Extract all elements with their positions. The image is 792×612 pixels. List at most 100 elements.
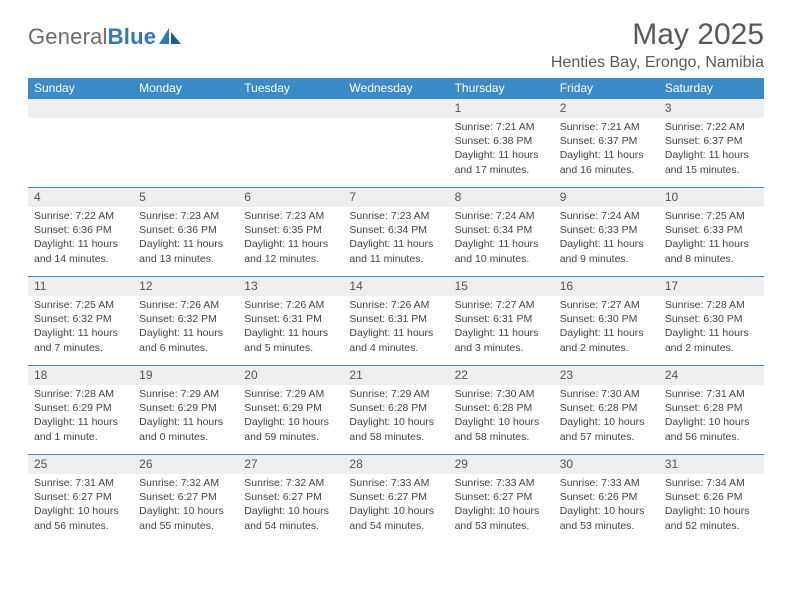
day-info: Sunrise: 7:30 AMSunset: 6:28 PMDaylight:…	[449, 385, 554, 448]
daylight-text: Daylight: 10 hours and 58 minutes.	[455, 415, 548, 443]
sunrise-text: Sunrise: 7:31 AM	[665, 387, 758, 401]
day-cell: 2Sunrise: 7:21 AMSunset: 6:37 PMDaylight…	[554, 99, 659, 187]
day-cell: 21Sunrise: 7:29 AMSunset: 6:28 PMDayligh…	[343, 366, 448, 454]
day-number	[343, 99, 448, 118]
day-cell: 8Sunrise: 7:24 AMSunset: 6:34 PMDaylight…	[449, 188, 554, 276]
sunset-text: Sunset: 6:32 PM	[139, 312, 232, 326]
sunrise-text: Sunrise: 7:30 AM	[455, 387, 548, 401]
day-cell: 16Sunrise: 7:27 AMSunset: 6:30 PMDayligh…	[554, 277, 659, 365]
sunset-text: Sunset: 6:26 PM	[665, 490, 758, 504]
day-number: 17	[659, 277, 764, 296]
day-cell: 19Sunrise: 7:29 AMSunset: 6:29 PMDayligh…	[133, 366, 238, 454]
daylight-text: Daylight: 11 hours and 13 minutes.	[139, 237, 232, 265]
daylight-text: Daylight: 11 hours and 9 minutes.	[560, 237, 653, 265]
calendar-table: Sunday Monday Tuesday Wednesday Thursday…	[28, 78, 764, 543]
day-cell: 3Sunrise: 7:22 AMSunset: 6:37 PMDaylight…	[659, 99, 764, 187]
location-text: Henties Bay, Erongo, Namibia	[551, 54, 764, 72]
sunset-text: Sunset: 6:28 PM	[349, 401, 442, 415]
sunrise-text: Sunrise: 7:22 AM	[665, 120, 758, 134]
daylight-text: Daylight: 11 hours and 11 minutes.	[349, 237, 442, 265]
day-info: Sunrise: 7:23 AMSunset: 6:34 PMDaylight:…	[343, 207, 448, 270]
daylight-text: Daylight: 11 hours and 14 minutes.	[34, 237, 127, 265]
sunset-text: Sunset: 6:28 PM	[455, 401, 548, 415]
day-cell: 11Sunrise: 7:25 AMSunset: 6:32 PMDayligh…	[28, 277, 133, 365]
day-cell: 15Sunrise: 7:27 AMSunset: 6:31 PMDayligh…	[449, 277, 554, 365]
day-number: 23	[554, 366, 659, 385]
sunset-text: Sunset: 6:27 PM	[34, 490, 127, 504]
day-cell: 13Sunrise: 7:26 AMSunset: 6:31 PMDayligh…	[238, 277, 343, 365]
day-cell: 30 Sunrise: 7:33 AMSunset: 6:26 PMDayligh…	[554, 455, 659, 543]
daylight-text: Daylight: 10 hours and 54 minutes.	[244, 504, 337, 532]
day-number: 30	[554, 455, 659, 474]
daylight-text: Daylight: 11 hours and 17 minutes.	[455, 148, 548, 176]
sunrise-text: Sunrise: 7:33 AM	[560, 476, 653, 490]
day-number: 29	[449, 455, 554, 474]
daylight-text: Daylight: 11 hours and 5 minutes.	[244, 326, 337, 354]
day-number: 7	[343, 188, 448, 207]
sunset-text: Sunset: 6:30 PM	[665, 312, 758, 326]
daylight-text: Daylight: 11 hours and 7 minutes.	[34, 326, 127, 354]
day-info: Sunrise: 7:31 AMSunset: 6:28 PMDaylight:…	[659, 385, 764, 448]
sunset-text: Sunset: 6:35 PM	[244, 223, 337, 237]
header: GeneralBlue May 2025 Henties Bay, Erongo…	[28, 18, 764, 72]
day-info: Sunrise: 7:33 AMSunset: 6:27 PMDaylight:…	[449, 474, 554, 537]
daylight-text: Daylight: 11 hours and 0 minutes.	[139, 415, 232, 443]
day-info: Sunrise: 7:28 AMSunset: 6:29 PMDaylight:…	[28, 385, 133, 448]
day-info: Sunrise: 7:29 AMSunset: 6:29 PMDaylight:…	[238, 385, 343, 448]
day-info: Sunrise: 7:25 AMSunset: 6:33 PMDaylight:…	[659, 207, 764, 270]
brand-part1: General	[28, 24, 108, 50]
day-info: Sunrise: 7:25 AMSunset: 6:32 PMDaylight:…	[28, 296, 133, 359]
day-number: 28	[343, 455, 448, 474]
day-info: Sunrise: 7:26 AMSunset: 6:32 PMDaylight:…	[133, 296, 238, 359]
daylight-text: Daylight: 10 hours and 56 minutes.	[665, 415, 758, 443]
day-number: 1	[449, 99, 554, 118]
day-number: 6	[238, 188, 343, 207]
weekday-tuesday: Tuesday	[238, 78, 343, 99]
brand-logo: GeneralBlue	[28, 18, 181, 50]
sunrise-text: Sunrise: 7:23 AM	[244, 209, 337, 223]
day-info: Sunrise: 7:23 AMSunset: 6:36 PMDaylight:…	[133, 207, 238, 270]
day-cell: 18Sunrise: 7:28 AMSunset: 6:29 PMDayligh…	[28, 366, 133, 454]
sunrise-text: Sunrise: 7:32 AM	[139, 476, 232, 490]
day-cell	[133, 99, 238, 187]
sunset-text: Sunset: 6:29 PM	[244, 401, 337, 415]
day-cell: 5Sunrise: 7:23 AMSunset: 6:36 PMDaylight…	[133, 188, 238, 276]
sunset-text: Sunset: 6:33 PM	[665, 223, 758, 237]
sunrise-text: Sunrise: 7:23 AM	[139, 209, 232, 223]
day-cell: 7Sunrise: 7:23 AMSunset: 6:34 PMDaylight…	[343, 188, 448, 276]
day-number: 18	[28, 366, 133, 385]
day-cell: 28Sunrise: 7:33 AMSunset: 6:27 PMDayligh…	[343, 455, 448, 543]
day-info: Sunrise: 7:32 AMSunset: 6:27 PMDaylight:…	[133, 474, 238, 537]
day-info: Sunrise: 7:33 AMSunset: 6:27 PMDaylight:…	[343, 474, 448, 537]
sunrise-text: Sunrise: 7:32 AM	[244, 476, 337, 490]
sunrise-text: Sunrise: 7:26 AM	[349, 298, 442, 312]
weekday-header-row: Sunday Monday Tuesday Wednesday Thursday…	[28, 78, 764, 99]
day-info: Sunrise: 7:29 AMSunset: 6:29 PMDaylight:…	[133, 385, 238, 448]
sunrise-text: Sunrise: 7:30 AM	[560, 387, 653, 401]
sunset-text: Sunset: 6:27 PM	[455, 490, 548, 504]
sunset-text: Sunset: 6:31 PM	[244, 312, 337, 326]
week-row: 18Sunrise: 7:28 AMSunset: 6:29 PMDayligh…	[28, 366, 764, 455]
day-number: 19	[133, 366, 238, 385]
sunset-text: Sunset: 6:36 PM	[139, 223, 232, 237]
day-info: Sunrise: 7:22 AMSunset: 6:37 PMDaylight:…	[659, 118, 764, 181]
day-cell	[238, 99, 343, 187]
weeks-container: 1Sunrise: 7:21 AMSunset: 6:38 PMDaylight…	[28, 99, 764, 543]
sunset-text: Sunset: 6:31 PM	[455, 312, 548, 326]
day-number: 21	[343, 366, 448, 385]
sunrise-text: Sunrise: 7:29 AM	[349, 387, 442, 401]
day-info: Sunrise: 7:30 AMSunset: 6:28 PMDaylight:…	[554, 385, 659, 448]
day-number: 3	[659, 99, 764, 118]
day-cell: 27Sunrise: 7:32 AMSunset: 6:27 PMDayligh…	[238, 455, 343, 543]
day-number: 22	[449, 366, 554, 385]
sunset-text: Sunset: 6:26 PM	[560, 490, 653, 504]
brand-part2: Blue	[108, 24, 156, 50]
day-info: Sunrise: 7:27 AMSunset: 6:30 PMDaylight:…	[554, 296, 659, 359]
daylight-text: Daylight: 10 hours and 55 minutes.	[139, 504, 232, 532]
daylight-text: Daylight: 11 hours and 16 minutes.	[560, 148, 653, 176]
daylight-text: Daylight: 10 hours and 53 minutes.	[560, 504, 653, 532]
day-number: 26	[133, 455, 238, 474]
sunset-text: Sunset: 6:34 PM	[455, 223, 548, 237]
week-row: 25Sunrise: 7:31 AMSunset: 6:27 PMDayligh…	[28, 455, 764, 543]
calendar-page: GeneralBlue May 2025 Henties Bay, Erongo…	[0, 0, 792, 555]
